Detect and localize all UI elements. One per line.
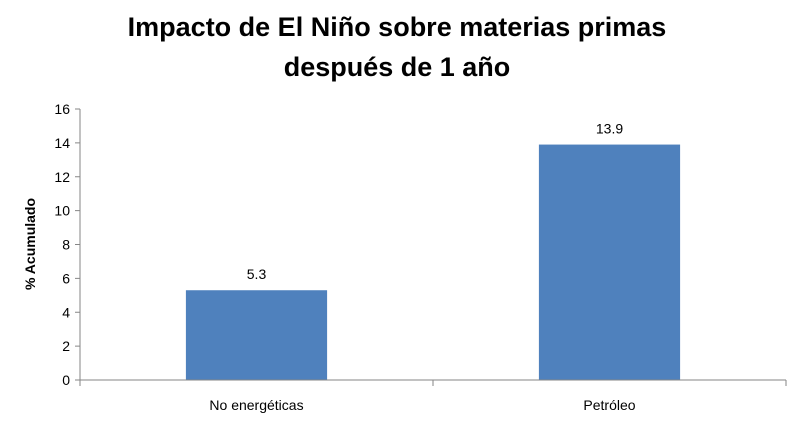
y-tick-label: 10 [54,203,70,219]
y-tick-label: 2 [62,338,70,354]
chart-title-line-2: después de 1 año [283,52,511,82]
x-tick-label: Petróleo [583,397,635,413]
y-tick-label: 16 [54,101,70,117]
data-label: 13.9 [596,121,623,137]
y-tick-label: 12 [54,169,70,185]
y-tick-label: 0 [62,372,70,388]
x-tick-label: No energéticas [209,397,303,413]
bar [538,144,681,380]
y-axis-title: % Acumulado [22,198,38,290]
y-tick-label: 6 [62,270,70,286]
y-axis-ticks: 0 2 4 6 8 10 12 14 16 [54,101,80,388]
bar [185,290,328,380]
y-tick-label: 4 [62,304,70,320]
y-tick-label: 8 [62,237,70,253]
bars [79,144,787,386]
data-labels: 5.3 13.9 [247,121,624,283]
x-axis-labels: No energéticas Petróleo [209,397,635,413]
data-label: 5.3 [247,266,267,282]
chart-title-line-1: Impacto de El Niño sobre materias primas [127,12,667,42]
y-tick-label: 14 [54,135,70,151]
